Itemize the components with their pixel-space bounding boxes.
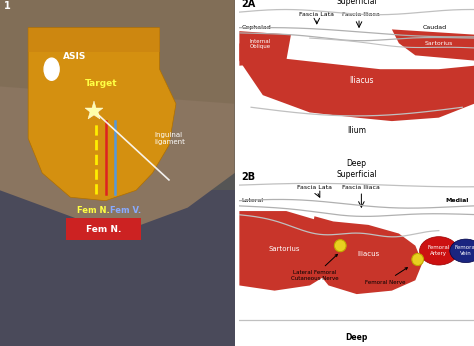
Text: Iliacus: Iliacus	[349, 76, 374, 85]
Text: Inguinal
ligament: Inguinal ligament	[155, 132, 186, 145]
Polygon shape	[239, 211, 345, 291]
Polygon shape	[392, 29, 474, 61]
Text: Fascia Lata: Fascia Lata	[297, 184, 332, 190]
Text: Femoral Nerve: Femoral Nerve	[365, 268, 407, 285]
Bar	[0, 190, 235, 346]
Text: Caudad: Caudad	[422, 25, 447, 29]
Text: Lateral: Lateral	[242, 198, 264, 203]
Polygon shape	[0, 0, 235, 104]
Circle shape	[450, 239, 474, 263]
Text: Femoral
Artery: Femoral Artery	[428, 245, 450, 256]
Text: Sartorius: Sartorius	[268, 246, 300, 252]
Polygon shape	[239, 43, 474, 121]
Text: Superficial: Superficial	[337, 170, 377, 179]
Text: Sartorius: Sartorius	[425, 41, 453, 46]
Text: 2B: 2B	[242, 172, 256, 182]
Text: Fascia Lata: Fascia Lata	[299, 11, 334, 17]
Circle shape	[419, 237, 458, 265]
Text: Medial: Medial	[446, 198, 469, 203]
Text: Deep: Deep	[346, 159, 367, 168]
Circle shape	[44, 58, 59, 80]
Text: ASIS: ASIS	[64, 52, 87, 61]
Polygon shape	[239, 31, 291, 66]
Ellipse shape	[412, 253, 424, 266]
Text: Fem N.: Fem N.	[77, 206, 110, 215]
Text: 1: 1	[3, 1, 10, 11]
Text: Target: Target	[84, 80, 117, 89]
Text: Iliacus: Iliacus	[357, 251, 380, 257]
Text: Internal
Oblique: Internal Oblique	[250, 39, 271, 49]
Text: Fascia Iliaca: Fascia Iliaca	[342, 184, 380, 190]
Polygon shape	[0, 0, 235, 225]
Polygon shape	[28, 28, 176, 201]
Text: Lateral Femoral
Cutaneous Nerve: Lateral Femoral Cutaneous Nerve	[291, 254, 338, 281]
Text: Fem N.: Fem N.	[85, 225, 121, 234]
Text: Femoral
Vein: Femoral Vein	[455, 245, 474, 256]
Text: Ilium: Ilium	[347, 126, 366, 135]
Polygon shape	[28, 28, 160, 52]
Text: Superficial: Superficial	[337, 0, 377, 6]
FancyBboxPatch shape	[66, 218, 141, 240]
Text: Deep: Deep	[346, 333, 368, 342]
Ellipse shape	[334, 239, 346, 252]
Text: Fascia Iliaca: Fascia Iliaca	[342, 11, 380, 17]
Text: Cephalad: Cephalad	[242, 25, 272, 29]
Text: Fem V.: Fem V.	[110, 206, 141, 215]
Polygon shape	[310, 216, 422, 294]
Text: 2A: 2A	[242, 0, 256, 9]
